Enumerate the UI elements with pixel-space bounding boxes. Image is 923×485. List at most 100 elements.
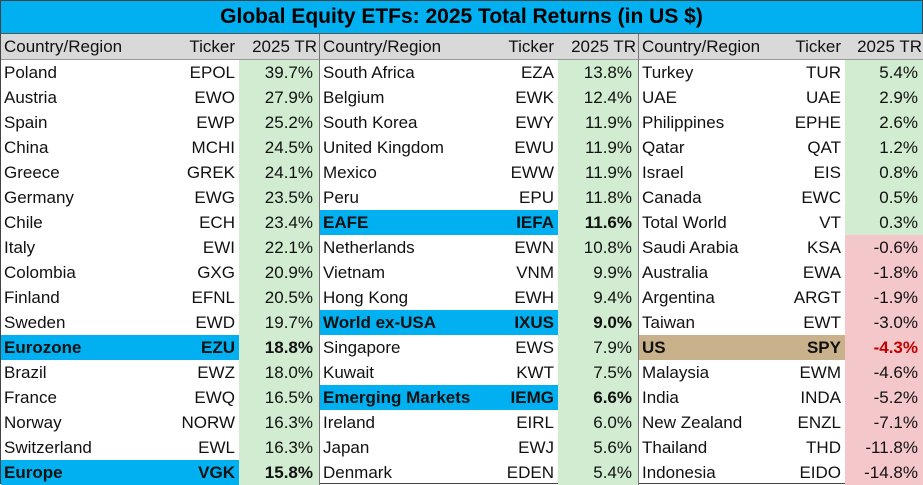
table-row: Chile ECH 23.4% <box>1 210 319 235</box>
ticker-cell: THD <box>806 438 841 457</box>
table-row: Mexico EWW 11.9% <box>320 160 638 185</box>
return-cell: -1.9% <box>845 285 923 310</box>
return-cell: 39.7% <box>239 60 319 85</box>
table-row: US SPY -4.3% <box>639 335 923 360</box>
header-ticker: Ticker <box>189 37 235 56</box>
table-title: Global Equity ETFs: 2025 Total Returns (… <box>1 1 922 34</box>
country-cell: Eurozone <box>1 335 161 360</box>
table-block-1: Country/Region Ticker 2025 TR Poland EPOL 39.… <box>1 34 320 485</box>
country-cell: South Korea <box>323 113 418 132</box>
return-cell: 11.6% <box>558 210 638 235</box>
header-tr: 2025 TR <box>252 37 317 56</box>
ticker-cell: QAT <box>807 138 841 157</box>
ticker-cell: KSA <box>806 238 841 257</box>
ticker-cell: UAE <box>806 88 841 107</box>
ticker-cell: EWY <box>515 113 554 132</box>
country-cell: Mexico <box>323 163 377 182</box>
ticker-cell: KWT <box>516 363 554 382</box>
ticker-cell: EPHE <box>794 113 841 132</box>
table-row: Belgium EWK 12.4% <box>320 85 638 110</box>
ticker-cell: VNM <box>516 263 554 282</box>
country-cell: Austria <box>4 88 57 107</box>
ticker-cell: EDEN <box>506 463 554 482</box>
table-row: Malaysia EWM -4.6% <box>639 360 923 385</box>
ticker-cell: ECH <box>199 213 235 232</box>
country-cell: Colombia <box>4 263 76 282</box>
table-row: United Kingdom EWU 11.9% <box>320 135 638 160</box>
country-cell: Argentina <box>642 288 715 307</box>
ticker-cell: SPY <box>779 335 845 360</box>
table-row: Singapore EWS 7.9% <box>320 335 638 360</box>
table-row: France EWQ 16.5% <box>1 385 319 410</box>
table-row: Australia EWA -1.8% <box>639 260 923 285</box>
return-cell: 2.9% <box>845 85 923 110</box>
ticker-cell: INDA <box>800 388 841 407</box>
country-cell: Qatar <box>642 138 685 157</box>
return-cell: 25.2% <box>239 110 319 135</box>
country-cell: Kuwait <box>323 363 375 382</box>
return-cell: -4.3% <box>845 335 923 360</box>
table-row: Peru EPU 11.8% <box>320 185 638 210</box>
table-row: Colombia GXG 20.9% <box>1 260 319 285</box>
return-cell: 5.6% <box>558 435 638 460</box>
return-cell: 23.4% <box>239 210 319 235</box>
table-row: South Africa EZA 13.8% <box>320 60 638 85</box>
country-cell: Emerging Markets <box>320 385 480 410</box>
return-cell: 0.5% <box>845 185 923 210</box>
table-row: Philippines EPHE 2.6% <box>639 110 923 135</box>
return-cell: 5.4% <box>845 60 923 85</box>
return-cell: 1.2% <box>845 135 923 160</box>
country-cell: Norway <box>4 413 62 432</box>
table-row: EAFE IEFA 11.6% <box>320 210 638 235</box>
header-row: Country/Region Ticker 2025 TR <box>1 34 319 60</box>
return-cell: 0.3% <box>845 210 923 235</box>
country-cell: Brazil <box>4 363 47 382</box>
table-row: Finland EFNL 20.5% <box>1 285 319 310</box>
ticker-cell: EWJ <box>518 438 554 457</box>
table-row: Japan EWJ 5.6% <box>320 435 638 460</box>
country-cell: New Zealand <box>642 413 743 432</box>
return-cell: 23.5% <box>239 185 319 210</box>
ticker-cell: EWC <box>801 188 841 207</box>
return-cell: 19.7% <box>239 310 319 335</box>
country-cell: World ex-USA <box>320 310 480 335</box>
table-row: Brazil EWZ 18.0% <box>1 360 319 385</box>
country-cell: Indonesia <box>642 463 716 482</box>
table-row: Italy EWI 22.1% <box>1 235 319 260</box>
table-row: Europe VGK 15.8% <box>1 460 319 485</box>
table-row: Spain EWP 25.2% <box>1 110 319 135</box>
table-row: Israel EIS 0.8% <box>639 160 923 185</box>
country-cell: Spain <box>4 113 48 132</box>
country-cell: Germany <box>4 188 74 207</box>
return-cell: 18.0% <box>239 360 319 385</box>
ticker-cell: GREK <box>186 163 235 182</box>
ticker-cell: NORW <box>181 413 235 432</box>
ticker-cell: EWH <box>514 288 554 307</box>
ticker-cell: EWG <box>194 188 235 207</box>
table-row: Taiwan EWT -3.0% <box>639 310 923 335</box>
ticker-cell: EWD <box>195 313 235 332</box>
table-row: Indonesia EIDO -14.8% <box>639 460 923 485</box>
country-cell: Vietnam <box>323 263 386 282</box>
ticker-cell: ARGT <box>793 288 841 307</box>
return-cell: 18.8% <box>239 335 319 360</box>
table-row: Thailand THD -11.8% <box>639 435 923 460</box>
return-cell: 7.5% <box>558 360 638 385</box>
ticker-cell: EWA <box>802 263 841 282</box>
ticker-cell: EWU <box>514 138 554 157</box>
table-row: Ireland EIRL 6.0% <box>320 410 638 435</box>
ticker-cell: ENZL <box>797 413 841 432</box>
table-row: Denmark EDEN 5.4% <box>320 460 638 485</box>
return-cell: 13.8% <box>558 60 638 85</box>
country-cell: Peru <box>323 188 359 207</box>
ticker-cell: IEMG <box>480 385 558 410</box>
ticker-cell: EWW <box>510 163 554 182</box>
table-row: UAE UAE 2.9% <box>639 85 923 110</box>
header-ticker: Ticker <box>508 37 554 56</box>
return-cell: 22.1% <box>239 235 319 260</box>
return-cell: 6.6% <box>558 385 638 410</box>
country-cell: UAE <box>642 88 677 107</box>
country-cell: India <box>642 388 679 407</box>
table-row: Netherlands EWN 10.8% <box>320 235 638 260</box>
